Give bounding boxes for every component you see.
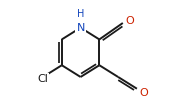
Text: O: O — [139, 88, 148, 98]
Text: Cl: Cl — [38, 74, 48, 84]
Text: N: N — [76, 23, 85, 33]
Text: H: H — [77, 9, 84, 19]
Text: O: O — [126, 16, 134, 26]
